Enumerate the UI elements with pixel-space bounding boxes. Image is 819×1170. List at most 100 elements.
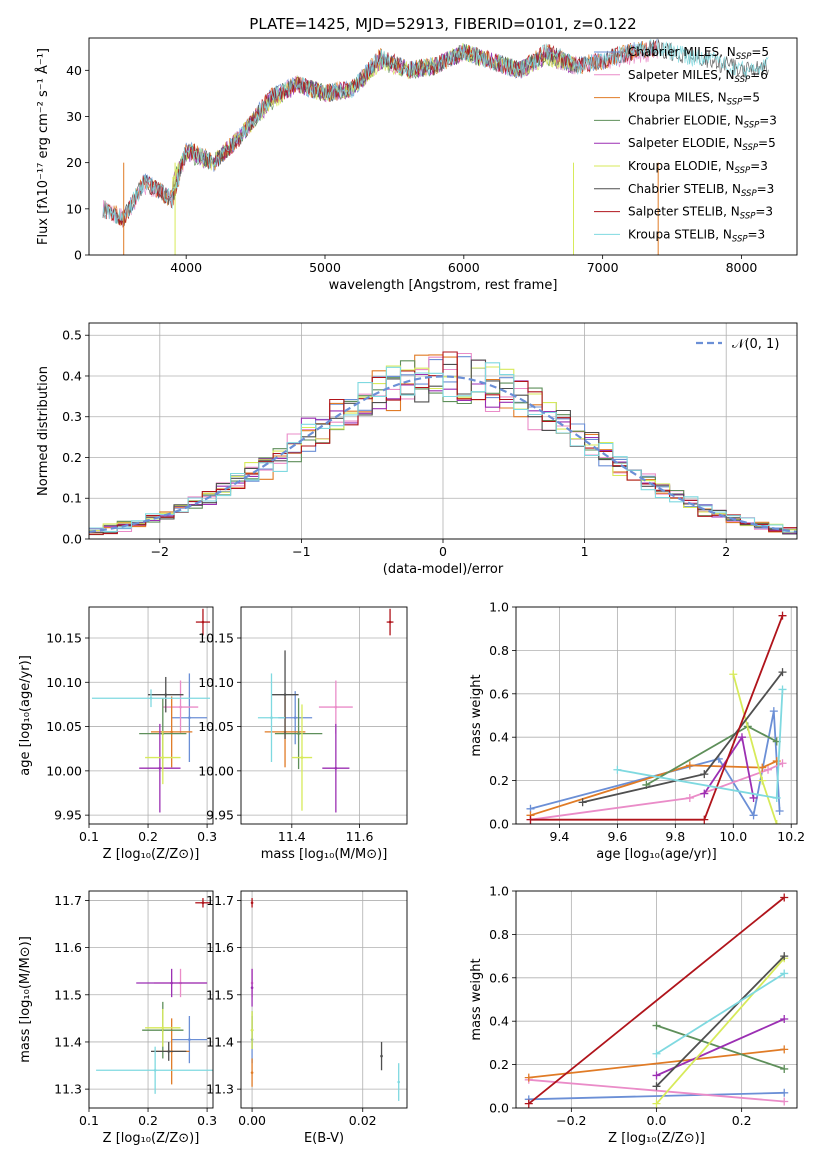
legend-label-value: =3	[757, 182, 775, 196]
data-point	[201, 901, 205, 905]
plot-area	[524, 893, 789, 1108]
weight-line	[656, 972, 785, 1055]
y-tick-label: 0.4	[489, 1014, 509, 1029]
weight-marker	[700, 789, 709, 798]
y-tick-label: 11.4	[206, 1034, 234, 1049]
weight-line	[530, 711, 781, 818]
weight-marker	[778, 759, 787, 768]
legend-label-sub: SSP	[740, 212, 756, 222]
data-point	[188, 716, 191, 720]
x-tick-label: 2	[722, 544, 730, 559]
weight-marker	[700, 770, 709, 779]
panel-mass-vs-ebv: 0.00 0.02 11.3 11.4 11.5 11.6 11.7 E(B-V)	[206, 890, 408, 1146]
plot-area	[89, 351, 797, 536]
panel-mass-vs-z: 0.1 0.2 0.3 11.3 11.4 11.5 11.6 11.7 Z [log₁₀(Z/…	[18, 890, 217, 1146]
legend-label-text: Chabrier ELODIE, N	[628, 113, 744, 127]
data-point	[250, 986, 254, 990]
weight-line	[655, 957, 785, 1105]
axes-frame	[88, 890, 214, 1109]
y-tick-label: 10.15	[198, 631, 234, 646]
y-tick-label: 0.0	[489, 817, 509, 832]
weight-marker	[524, 1073, 533, 1082]
legend-label-value: =3	[759, 113, 777, 127]
data-point	[334, 705, 338, 709]
legend-label: 𝒩(0, 1)	[732, 337, 779, 352]
weight-marker	[652, 1099, 661, 1108]
x-axis-label: E(B-V)	[304, 1131, 344, 1146]
y-tick-label: 1.0	[489, 600, 509, 615]
weight-marker	[749, 793, 758, 802]
legend-label-value: =3	[748, 227, 766, 241]
axes-frame	[515, 890, 798, 1109]
y-tick-label: 11.3	[206, 1082, 234, 1097]
y-tick-label: 0.2	[489, 773, 509, 788]
normal-curve	[89, 375, 797, 533]
plot-area	[96, 898, 213, 1094]
y-axis-label: mass weight	[469, 958, 484, 1040]
weight-marker	[772, 820, 781, 824]
y-tick-label: 0.6	[489, 686, 509, 701]
data-point	[149, 696, 153, 700]
legend-label-text: Salpeter STELIB, N	[628, 205, 740, 219]
weight-marker	[780, 1015, 789, 1024]
axes-frame	[240, 606, 408, 825]
x-axis-label: Z [log₁₀(Z/Z⊙)]	[103, 1131, 200, 1146]
legend-label-sub: SSP	[736, 52, 752, 62]
x-tick-label: 4000	[170, 260, 202, 275]
y-axis-label: age [log₁₀(age/yr)]	[18, 655, 33, 776]
x-tick-label: 0.2	[138, 1113, 158, 1128]
x-tick-label: −1	[292, 544, 310, 559]
legend-label: Kroupa STELIB, NSSP=3	[628, 227, 765, 244]
legend-label: Salpeter STELIB, NSSP=3	[628, 205, 773, 222]
spectrum-line-salpeter-miles	[102, 43, 658, 225]
x-tick-label: 0	[439, 544, 447, 559]
axes-frame	[88, 322, 798, 540]
y-tick-label: 11.7	[54, 893, 82, 908]
y-tick-label: 0.0	[62, 532, 82, 547]
weight-marker	[737, 733, 746, 742]
data-point	[283, 693, 287, 696]
legend-label-text: Chabrier STELIB, N	[628, 182, 741, 196]
legend-label-text: Kroupa MILES, N	[628, 91, 727, 105]
x-tick-label: 0.2	[732, 1113, 752, 1128]
y-tick-label: 11.4	[54, 1034, 82, 1049]
y-tick-label: 10.10	[46, 675, 82, 690]
x-tick-label: 0.0	[647, 1113, 667, 1128]
legend-label-value: =3	[755, 205, 773, 219]
weight-marker	[778, 668, 787, 677]
legend-label-value: =5	[742, 91, 760, 105]
x-tick-label: 1	[581, 544, 589, 559]
y-tick-label: 9.95	[54, 808, 82, 823]
y-tick-label: 0.1	[62, 491, 82, 506]
data-point	[161, 1026, 165, 1030]
weight-marker	[578, 798, 587, 807]
weight-marker	[772, 793, 781, 802]
x-tick-label: 10.2	[777, 829, 805, 844]
axes-frame	[515, 606, 798, 825]
data-point	[153, 1068, 157, 1072]
y-tick-label: 11.5	[206, 987, 234, 1002]
chart-title: PLATE=1425, MJD=52913, FIBERID=0101, z=0…	[249, 15, 636, 33]
data-point	[161, 756, 165, 759]
y-tick-label: 11.7	[206, 893, 234, 908]
data-point	[250, 1071, 254, 1074]
y-tick-label: 0.4	[62, 368, 82, 383]
data-point	[297, 732, 300, 735]
data-point	[397, 1080, 401, 1084]
x-axis-label: Z [log₁₀(Z/Z⊙)]	[103, 847, 200, 862]
plot-area	[102, 38, 769, 255]
x-tick-label: 7000	[587, 260, 619, 275]
weight-marker	[778, 685, 787, 694]
legend-label: Chabrier ELODIE, NSSP=3	[628, 113, 777, 130]
legend-label: Salpeter MILES, NSSP=6	[628, 68, 768, 85]
data-point	[300, 756, 304, 759]
spectrum-line-kroupa-stelib	[102, 39, 769, 224]
x-tick-label: 0.1	[79, 1113, 99, 1128]
data-point	[158, 766, 162, 770]
x-tick-label: 9.8	[665, 829, 685, 844]
y-tick-label: 0.8	[489, 927, 509, 942]
legend-label-value: =5	[751, 45, 769, 59]
y-tick-label: 0.5	[62, 328, 82, 343]
histogram-chabrier-elodie	[89, 360, 797, 536]
y-tick-label: 10.05	[46, 719, 82, 734]
